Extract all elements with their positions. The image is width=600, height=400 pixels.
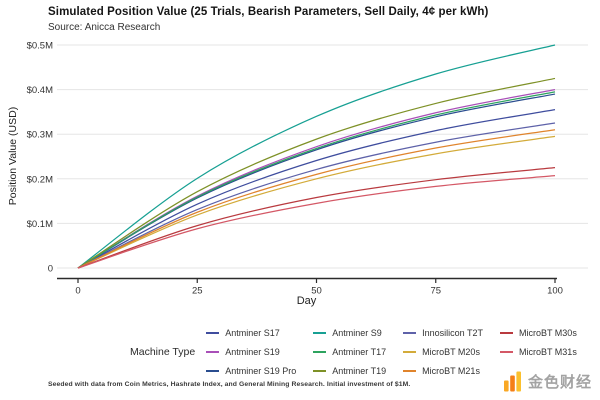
y-tick-label: $0.3M (27, 130, 53, 141)
y-tick-label: $0.4M (27, 85, 53, 96)
legend-item: Antminer T19 (313, 366, 386, 376)
x-axis-title: Day (296, 295, 317, 307)
legend-label: Antminer S19 (225, 346, 280, 357)
legend-item: MicroBT M31s (499, 346, 577, 357)
series-line-antminer-s9 (77, 44, 556, 269)
x-tick-label: 75 (430, 286, 441, 297)
series-line-microbt-m21s (77, 129, 556, 269)
legend-swatch (206, 331, 220, 334)
legend-label: Antminer S9 (332, 327, 382, 338)
legend-swatch (206, 369, 220, 372)
legend-swatch (403, 350, 417, 353)
watermark: 金色财经 (503, 371, 592, 392)
legend-item: Antminer S19 (206, 347, 296, 357)
legend-item: Antminer S19 Pro (206, 366, 296, 376)
chart-title: Simulated Position Value (25 Trials, Bea… (48, 6, 489, 18)
y-tick-label: $0.5M (27, 41, 53, 52)
y-axis-title: Position Value (USD) (7, 106, 19, 206)
legend-label: MicroBT M30s (518, 327, 577, 338)
x-tick-label: 100 (547, 286, 563, 297)
y-tick-label: $0.2M (27, 174, 53, 185)
series-line-antminer-t17 (77, 91, 556, 269)
footer-note: Seeded with data from Coin Metrics, Hash… (48, 381, 411, 388)
jinse-bars-icon (503, 371, 521, 392)
legend-swatch (313, 331, 327, 334)
series-line-microbt-m30s (77, 167, 556, 269)
legend-label: Antminer S17 (225, 327, 280, 338)
legend-label: MicroBT M21s (422, 365, 480, 376)
x-tick-label: 50 (311, 286, 322, 297)
legend: Machine Type Antminer S17 Antminer S19 Ant… (130, 323, 577, 380)
plot-area: 0 $0.1M $0.2M $0.3M $0.4M $0.5M 0 25 50 75 100 (27, 41, 588, 297)
legend-swatch (403, 369, 417, 372)
legend-swatch (313, 350, 327, 353)
series-line-innosilicon-t2t (77, 122, 556, 269)
legend-label: Antminer T17 (332, 346, 387, 357)
legend-swatch (499, 350, 513, 353)
legend-swatch (206, 350, 220, 353)
legend-swatch (403, 331, 417, 334)
legend-label: Innosilicon T2T (422, 327, 483, 338)
legend-item: MicroBT M30s (499, 327, 577, 338)
series-line-microbt-m20s (77, 135, 556, 269)
y-tick-label: $0.1M (27, 219, 53, 230)
series-line-microbt-m31s (77, 175, 556, 269)
legend-items: Antminer S17 Antminer S19 Antminer S19 Pro… (206, 323, 577, 380)
legend-item: MicroBT M20s (403, 347, 483, 357)
legend-label: Antminer T19 (332, 365, 387, 376)
legend-swatch (499, 331, 513, 334)
legend-label: MicroBT M20s (422, 346, 480, 357)
legend-label: MicroBT M31s (518, 346, 577, 357)
watermark-text: 金色财经 (527, 374, 592, 391)
x-tick-label: 0 (75, 286, 80, 297)
legend-item: Antminer S9 (313, 328, 386, 338)
legend-item: MicroBT M21s (403, 366, 483, 376)
series-line-antminer-s17 (77, 109, 556, 269)
y-tick-label: 0 (48, 264, 53, 275)
chart-subtitle: Source: Anicca Research (48, 22, 161, 33)
series-line-antminer-t19 (77, 77, 556, 269)
legend-item: Antminer T17 (313, 347, 386, 357)
legend-swatch (313, 369, 327, 372)
legend-item: Antminer S17 (206, 328, 296, 338)
legend-item: Innosilicon T2T (403, 328, 483, 338)
x-tick-label: 25 (192, 286, 203, 297)
legend-title: Machine Type (130, 345, 196, 358)
legend-label: Antminer S19 Pro (225, 365, 297, 376)
